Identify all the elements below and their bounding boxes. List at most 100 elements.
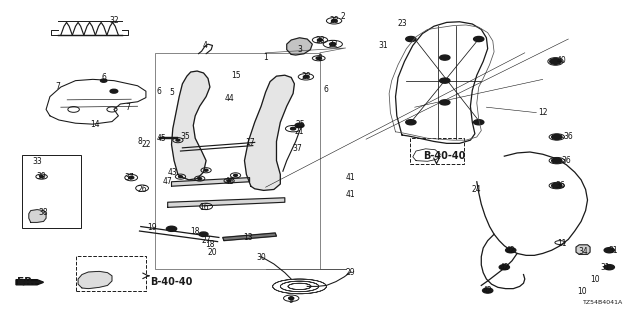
Text: 15: 15 (230, 71, 241, 80)
Circle shape (604, 265, 614, 270)
Circle shape (550, 59, 561, 64)
Text: 37: 37 (292, 144, 303, 153)
Text: 10: 10 (590, 275, 600, 284)
Polygon shape (576, 245, 590, 254)
Text: 7: 7 (125, 103, 131, 112)
Text: 45: 45 (156, 134, 166, 143)
Text: 34: 34 (579, 247, 589, 256)
Text: 18: 18 (205, 240, 214, 249)
Text: 14: 14 (90, 120, 100, 129)
Circle shape (179, 176, 182, 178)
Text: 27: 27 (201, 236, 211, 245)
Text: 28: 28 (301, 72, 310, 81)
Text: 22: 22 (141, 140, 150, 149)
Text: 7: 7 (55, 82, 60, 91)
Circle shape (440, 100, 450, 105)
Text: B-40-40: B-40-40 (424, 151, 466, 161)
Text: 8: 8 (137, 137, 142, 146)
Text: 36: 36 (561, 156, 572, 165)
Text: 32: 32 (109, 16, 119, 25)
Text: 42: 42 (506, 246, 516, 255)
Text: 31: 31 (378, 41, 388, 50)
Circle shape (506, 248, 516, 253)
Circle shape (176, 139, 180, 141)
Text: 18: 18 (191, 227, 200, 236)
Circle shape (552, 183, 562, 188)
Circle shape (406, 36, 416, 42)
Circle shape (440, 78, 450, 83)
Circle shape (330, 43, 336, 46)
Text: 30: 30 (256, 253, 266, 262)
Circle shape (332, 20, 337, 22)
Polygon shape (172, 178, 250, 186)
Circle shape (110, 89, 118, 93)
Circle shape (316, 57, 321, 60)
Text: 42: 42 (499, 263, 509, 272)
Text: 43: 43 (168, 168, 178, 177)
Text: 47: 47 (163, 177, 173, 186)
Circle shape (317, 39, 323, 41)
Text: 33: 33 (32, 157, 42, 166)
Circle shape (198, 178, 202, 180)
Circle shape (440, 55, 450, 60)
Text: 21: 21 (295, 127, 304, 136)
Circle shape (499, 265, 509, 270)
Polygon shape (287, 38, 312, 55)
Circle shape (234, 174, 237, 176)
Circle shape (474, 36, 484, 42)
Text: 41: 41 (346, 190, 356, 199)
Bar (22, 155, 81, 228)
Text: 9: 9 (289, 296, 294, 305)
Text: 11: 11 (557, 239, 566, 248)
Text: 19: 19 (147, 223, 157, 232)
Circle shape (100, 79, 107, 82)
Polygon shape (29, 210, 46, 222)
Text: 22: 22 (328, 40, 337, 49)
Bar (76, 256, 146, 291)
Text: 40: 40 (557, 56, 567, 65)
Text: 10: 10 (577, 287, 588, 296)
Circle shape (406, 120, 416, 125)
Text: 25: 25 (296, 120, 306, 129)
Text: 44: 44 (224, 94, 234, 103)
Circle shape (40, 176, 44, 178)
Polygon shape (223, 233, 276, 241)
Circle shape (474, 120, 484, 125)
Text: 42: 42 (483, 286, 493, 295)
Text: TZ54B4041A: TZ54B4041A (583, 300, 623, 305)
Circle shape (552, 134, 562, 140)
Text: 36: 36 (563, 132, 573, 141)
Text: 23: 23 (397, 19, 407, 28)
Text: 28: 28 (316, 36, 324, 44)
Text: 17: 17 (244, 138, 255, 147)
Text: 2: 2 (340, 12, 345, 21)
Text: 35: 35 (180, 132, 191, 141)
Text: FR.: FR. (17, 276, 36, 287)
Text: 26: 26 (137, 185, 147, 194)
Text: 37: 37 (124, 173, 134, 182)
Text: 13: 13 (243, 233, 253, 242)
Text: 6: 6 (101, 73, 106, 82)
Text: 41: 41 (346, 173, 356, 182)
Text: B-40-40: B-40-40 (150, 276, 193, 287)
Text: 29: 29 (346, 268, 356, 277)
Polygon shape (244, 75, 294, 190)
Text: 39: 39 (36, 172, 47, 181)
Text: 36: 36 (555, 181, 565, 190)
Polygon shape (78, 271, 112, 289)
Text: 31: 31 (608, 246, 618, 255)
Circle shape (291, 127, 296, 130)
Circle shape (227, 180, 231, 182)
Circle shape (129, 176, 134, 179)
Polygon shape (16, 280, 44, 285)
Bar (410, 138, 464, 164)
Text: 5: 5 (169, 88, 174, 97)
Text: 4: 4 (202, 41, 207, 50)
Text: 1: 1 (263, 53, 268, 62)
Circle shape (483, 288, 493, 293)
Text: 24: 24 (472, 185, 482, 194)
Circle shape (604, 248, 614, 253)
Circle shape (166, 226, 177, 231)
Text: 6: 6 (156, 87, 161, 96)
Text: 38: 38 (38, 208, 49, 217)
